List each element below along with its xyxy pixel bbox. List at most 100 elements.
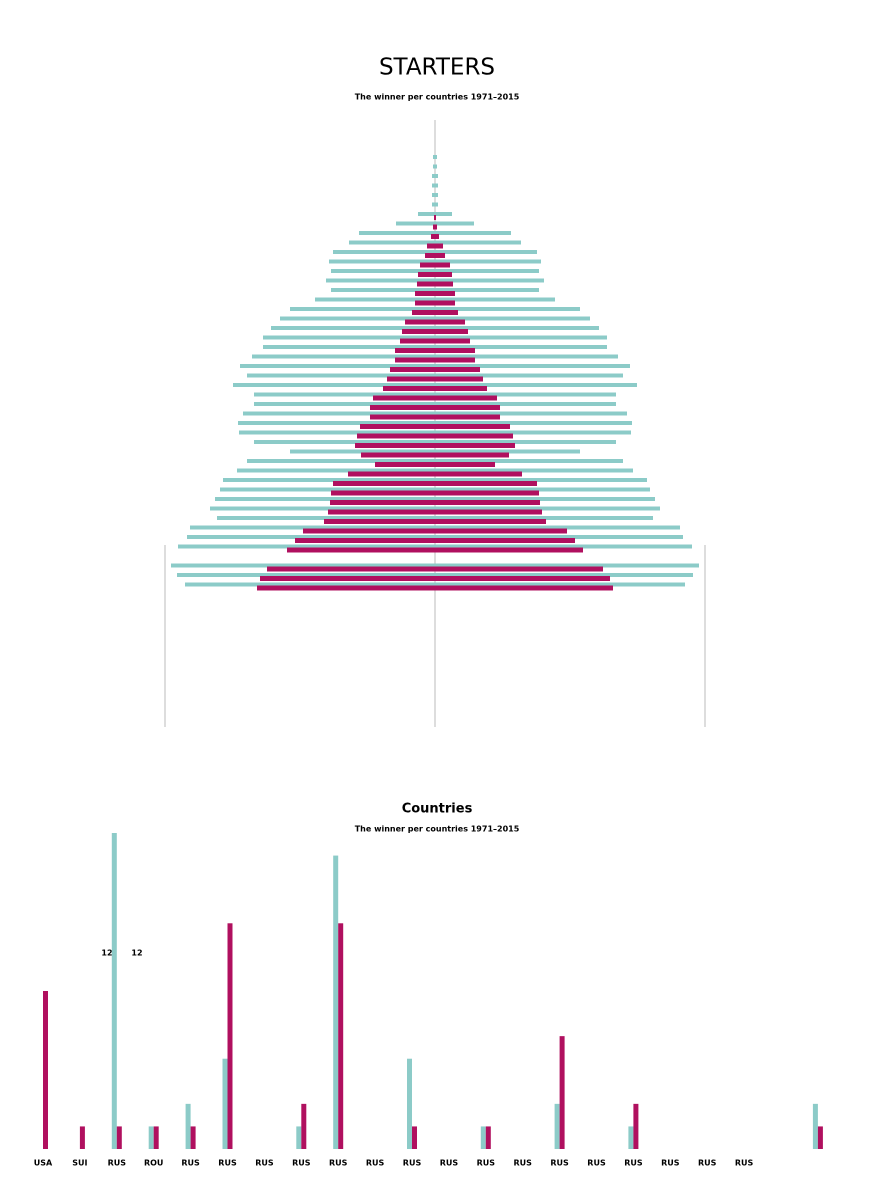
bar: [177, 573, 693, 577]
bar: [359, 231, 511, 235]
bar: [263, 335, 607, 340]
x-tick-label: RUS: [218, 1159, 237, 1168]
bar: [333, 250, 537, 254]
bar: [405, 319, 465, 325]
bar: [153, 1126, 159, 1149]
bar: [220, 487, 650, 492]
bar: [407, 1058, 412, 1149]
bar: [187, 535, 683, 539]
bar: [412, 310, 458, 315]
x-tick-label: RUS: [292, 1159, 311, 1168]
bar: [271, 326, 599, 330]
bar: [395, 357, 475, 363]
bar: [79, 1126, 85, 1149]
bar: [254, 392, 616, 397]
bar: [247, 373, 623, 378]
bar: [257, 585, 613, 591]
bar: [263, 345, 607, 349]
bar: [333, 855, 339, 1149]
x-tick-label: RUS: [181, 1159, 200, 1168]
bar: [247, 459, 623, 463]
bar: [185, 1103, 191, 1149]
x-tick-label: RUS: [735, 1159, 754, 1168]
bar: [420, 262, 450, 268]
bar: [254, 402, 616, 406]
x-tick-label: RUS: [255, 1159, 274, 1168]
bar: [480, 1126, 486, 1149]
bar: [252, 354, 618, 359]
bar: [434, 215, 436, 220]
bar: [418, 212, 452, 216]
bar: [324, 519, 546, 524]
bar: [415, 291, 455, 296]
x-tick-label: RUS: [329, 1159, 348, 1168]
chart-subtitle: The winner per countries 1971–2015: [355, 93, 520, 102]
bar: [290, 449, 580, 454]
bar: [290, 307, 580, 311]
bar: [396, 221, 474, 226]
bar: [361, 452, 509, 458]
bar: [267, 566, 603, 572]
x-tick-label: ROU: [144, 1159, 163, 1168]
bar: [390, 367, 480, 372]
bar: [315, 297, 555, 302]
bar: [331, 490, 539, 496]
bar: [171, 563, 699, 568]
bar: [238, 421, 632, 425]
bar: [237, 468, 633, 473]
bar: [417, 281, 453, 287]
bar: [559, 1036, 565, 1149]
bar: [260, 576, 610, 581]
annotation: 12: [131, 949, 142, 958]
x-tick-label: RUS: [661, 1159, 680, 1168]
bar: [326, 278, 544, 283]
bar: [370, 405, 500, 410]
bar: [280, 316, 590, 321]
bar: [402, 329, 468, 334]
bar: [296, 1126, 302, 1149]
bar: [432, 174, 438, 178]
bar: [375, 462, 495, 467]
bar: [432, 183, 438, 188]
bar: [111, 833, 117, 1149]
bar: [254, 440, 616, 444]
bar: [148, 1126, 154, 1149]
bar: [185, 582, 685, 587]
x-tick-label: RUS: [513, 1159, 532, 1168]
bar: [418, 272, 452, 277]
bar: [357, 433, 513, 439]
bar: [370, 414, 500, 420]
x-tick-label: RUS: [108, 1159, 127, 1168]
bar: [383, 386, 487, 391]
x-tick-label: RUS: [477, 1159, 496, 1168]
bar: [190, 525, 680, 530]
bar: [190, 1126, 196, 1149]
x-tick-label: RUS: [366, 1159, 385, 1168]
bar: [400, 338, 470, 344]
x-tick-label: RUS: [440, 1159, 459, 1168]
x-tick-label: RUS: [403, 1159, 422, 1168]
chart-title: STARTERS: [379, 55, 495, 81]
bar: [360, 424, 510, 429]
bar: [43, 991, 48, 1149]
bar: [433, 164, 437, 169]
bar: [210, 506, 660, 511]
bar: [178, 544, 692, 549]
bar: [331, 288, 539, 292]
bar: [427, 243, 443, 249]
bar: [303, 528, 567, 534]
bar: [812, 1103, 818, 1149]
bar: [328, 509, 542, 515]
bar: [373, 395, 497, 401]
bar: [432, 202, 438, 207]
bar: [431, 234, 439, 239]
bar: [215, 497, 655, 501]
bar: [433, 224, 437, 230]
bar: [223, 478, 647, 482]
bar: [227, 923, 233, 1149]
x-tick-label: USA: [34, 1159, 53, 1168]
bar: [412, 1126, 417, 1149]
x-tick-label: RUS: [550, 1159, 569, 1168]
bar: [433, 155, 437, 159]
